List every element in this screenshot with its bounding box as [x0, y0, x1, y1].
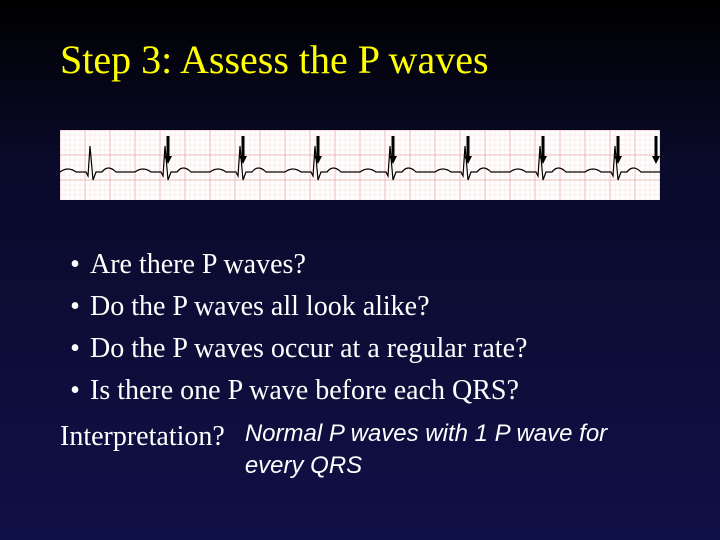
bullet-marker: • [60, 244, 90, 286]
interpretation-row: Interpretation? Normal P waves with 1 P … [60, 416, 660, 483]
interpretation-label: Interpretation? [60, 416, 245, 458]
bullet-item: • Do the P waves occur at a regular rate… [60, 328, 660, 370]
bullet-text: Do the P waves occur at a regular rate? [90, 328, 527, 370]
bullet-item: • Do the P waves all look alike? [60, 286, 660, 328]
bullet-text: Do the P waves all look alike? [90, 286, 430, 328]
bullet-marker: • [60, 286, 90, 328]
bullet-item: • Are there P waves? [60, 244, 660, 286]
bullet-item: • Is there one P wave before each QRS? [60, 370, 660, 412]
bullet-text: Is there one P wave before each QRS? [90, 370, 519, 412]
interpretation-answer: Normal P waves with 1 P wave for every Q… [245, 416, 660, 483]
bullet-marker: • [60, 370, 90, 412]
bullet-text: Are there P waves? [90, 244, 306, 286]
slide-title: Step 3: Assess the P waves [60, 36, 489, 83]
bullet-list: • Are there P waves? • Do the P waves al… [60, 244, 660, 483]
ecg-svg [60, 130, 660, 200]
ecg-strip [60, 130, 660, 200]
bullet-marker: • [60, 328, 90, 370]
